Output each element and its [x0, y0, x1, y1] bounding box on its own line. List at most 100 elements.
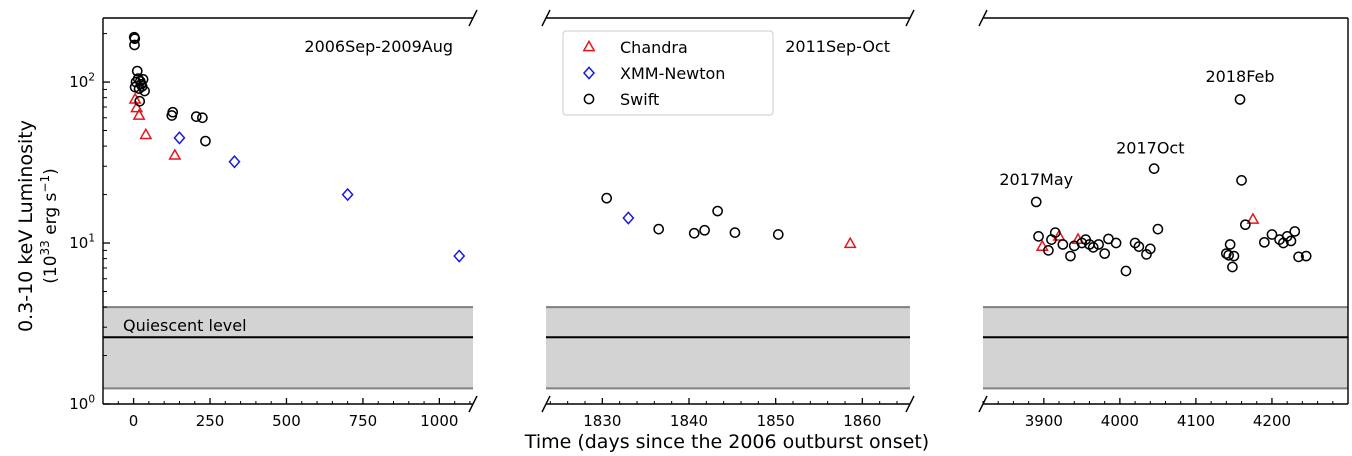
data-point-swift: [729, 227, 741, 239]
data-point-swift: [131, 65, 143, 77]
axis-break-mark: [905, 9, 915, 27]
data-point-chandra: [1035, 239, 1049, 251]
panel-3: 3900 4000 4100 4200 2017May 2017Oct 2018Feb: [978, 9, 1349, 430]
data-point-swift: [1293, 251, 1304, 263]
y-tick-label: 101: [69, 232, 95, 252]
axis-break-mark: [468, 9, 478, 27]
data-point-swift: [601, 192, 613, 204]
data-point-swift: [1152, 223, 1164, 235]
data-point-swift: [129, 33, 141, 45]
data-point-swift: [1087, 242, 1099, 253]
data-point-chandra: [130, 100, 144, 113]
data-point-swift: [1266, 229, 1278, 240]
legend-box: [562, 30, 774, 116]
x-tick-label: 4000: [1101, 412, 1139, 430]
data-point-swift: [1224, 239, 1236, 250]
legend: Chandra XMM-Newton Swift: [562, 30, 774, 116]
data-point-chandra: [843, 236, 857, 249]
legend-marker-xmm-newton: [582, 66, 596, 80]
legend-marker-chandra: [582, 39, 596, 52]
data-point-swift: [1144, 243, 1156, 255]
epoch-annotation: 2017May: [999, 170, 1073, 189]
data-point-swift: [699, 224, 710, 236]
legend-marker-swift: [583, 93, 595, 105]
data-point-swift: [137, 73, 149, 85]
data-point-swift: [167, 106, 179, 118]
data-point-xmm-newton: [622, 211, 635, 225]
panels: Quiescent level 0 250 500 750 1000 100 101 102 20…: [69, 9, 1349, 430]
y-tick-label: 102: [69, 71, 95, 91]
epoch-annotation: 2018Feb: [1205, 67, 1274, 86]
legend-label: Chandra: [620, 38, 688, 57]
panel-2: 1830 1840 1850 1860 2011Sep-Oct: [541, 9, 915, 430]
data-point-swift: [197, 112, 208, 124]
data-point-swift: [1228, 250, 1240, 262]
data-point-swift: [1227, 261, 1238, 273]
data-point-swift: [129, 39, 140, 51]
data-point-swift: [1220, 248, 1232, 259]
x-tick-label: 250: [196, 412, 225, 430]
data-point-swift: [1133, 241, 1145, 252]
x-tick-label: 4200: [1253, 412, 1291, 430]
axis-break-mark: [905, 395, 915, 413]
x-tick-label: 1860: [843, 412, 881, 430]
data-point-swift: [1043, 245, 1054, 256]
data-point-swift: [712, 205, 723, 217]
y-axis-unit-label: (1033 erg s−1): [38, 168, 61, 284]
data-point-swift: [1033, 231, 1044, 242]
y-axis-label: 0.3-10 keV Luminosity: [15, 120, 37, 332]
data-point-swift: [1223, 249, 1234, 261]
data-point-swift: [1289, 226, 1301, 237]
axis-break-mark: [978, 9, 988, 27]
data-point-chandra: [139, 127, 153, 140]
data-point-swift: [1236, 175, 1247, 186]
panel-1: Quiescent level 0 250 500 750 1000 100 101 102 20…: [69, 9, 478, 430]
data-point-swift: [1234, 94, 1246, 105]
axis-break-mark: [541, 395, 551, 413]
panel-title: 2006Sep-2009Aug: [304, 37, 453, 56]
data-point-swift: [1239, 219, 1251, 231]
data-point-chandra: [1246, 212, 1260, 224]
data-point-swift: [1300, 250, 1312, 262]
data-point-swift: [1030, 196, 1042, 208]
data-point-swift: [1057, 239, 1069, 250]
data-point-swift: [1065, 250, 1076, 262]
quiescent-band: [983, 307, 1348, 389]
data-point-chandra: [132, 108, 146, 120]
data-point-swift: [1110, 237, 1122, 249]
quiescent-band: [546, 307, 910, 389]
data-point-chandra: [168, 148, 182, 160]
axis-break-mark: [468, 395, 478, 413]
x-tick-label: 3900: [1025, 412, 1063, 430]
data-point-swift: [1093, 239, 1104, 250]
data-point-swift: [1259, 236, 1270, 248]
data-point-swift: [1285, 235, 1297, 247]
data-point-chandra: [1052, 229, 1066, 241]
x-tick-label: 1840: [670, 412, 708, 430]
x-tick-label: 1830: [583, 412, 621, 430]
x-axis-label: Time (days since the 2006 outburst onset…: [524, 431, 929, 453]
data-point-xmm-newton: [228, 154, 241, 169]
data-point-swift: [653, 223, 665, 235]
panel-title: 2011Sep-Oct: [785, 37, 890, 56]
data-point-xmm-newton: [173, 131, 186, 145]
y-tick-label: 100: [69, 393, 95, 413]
data-point-swift: [1049, 227, 1061, 239]
legend-label: Swift: [620, 90, 659, 109]
x-tick-label: 4100: [1177, 412, 1215, 430]
data-point-xmm-newton: [453, 249, 466, 263]
quiescent-band: [103, 307, 473, 389]
data-point-swift: [134, 95, 146, 107]
data-point-swift: [688, 227, 700, 239]
data-point-swift: [1120, 265, 1132, 277]
data-point-swift: [200, 135, 211, 147]
data-point-xmm-newton: [341, 187, 354, 202]
data-point-swift: [1148, 163, 1160, 174]
quiescent-label: Quiescent level: [123, 316, 247, 335]
epoch-annotation: 2017Oct: [1116, 138, 1184, 157]
x-tick-label: 500: [272, 412, 301, 430]
x-tick-label: 1850: [757, 412, 795, 430]
x-tick-label: 750: [349, 412, 378, 430]
x-tick-label: 0: [129, 412, 139, 430]
